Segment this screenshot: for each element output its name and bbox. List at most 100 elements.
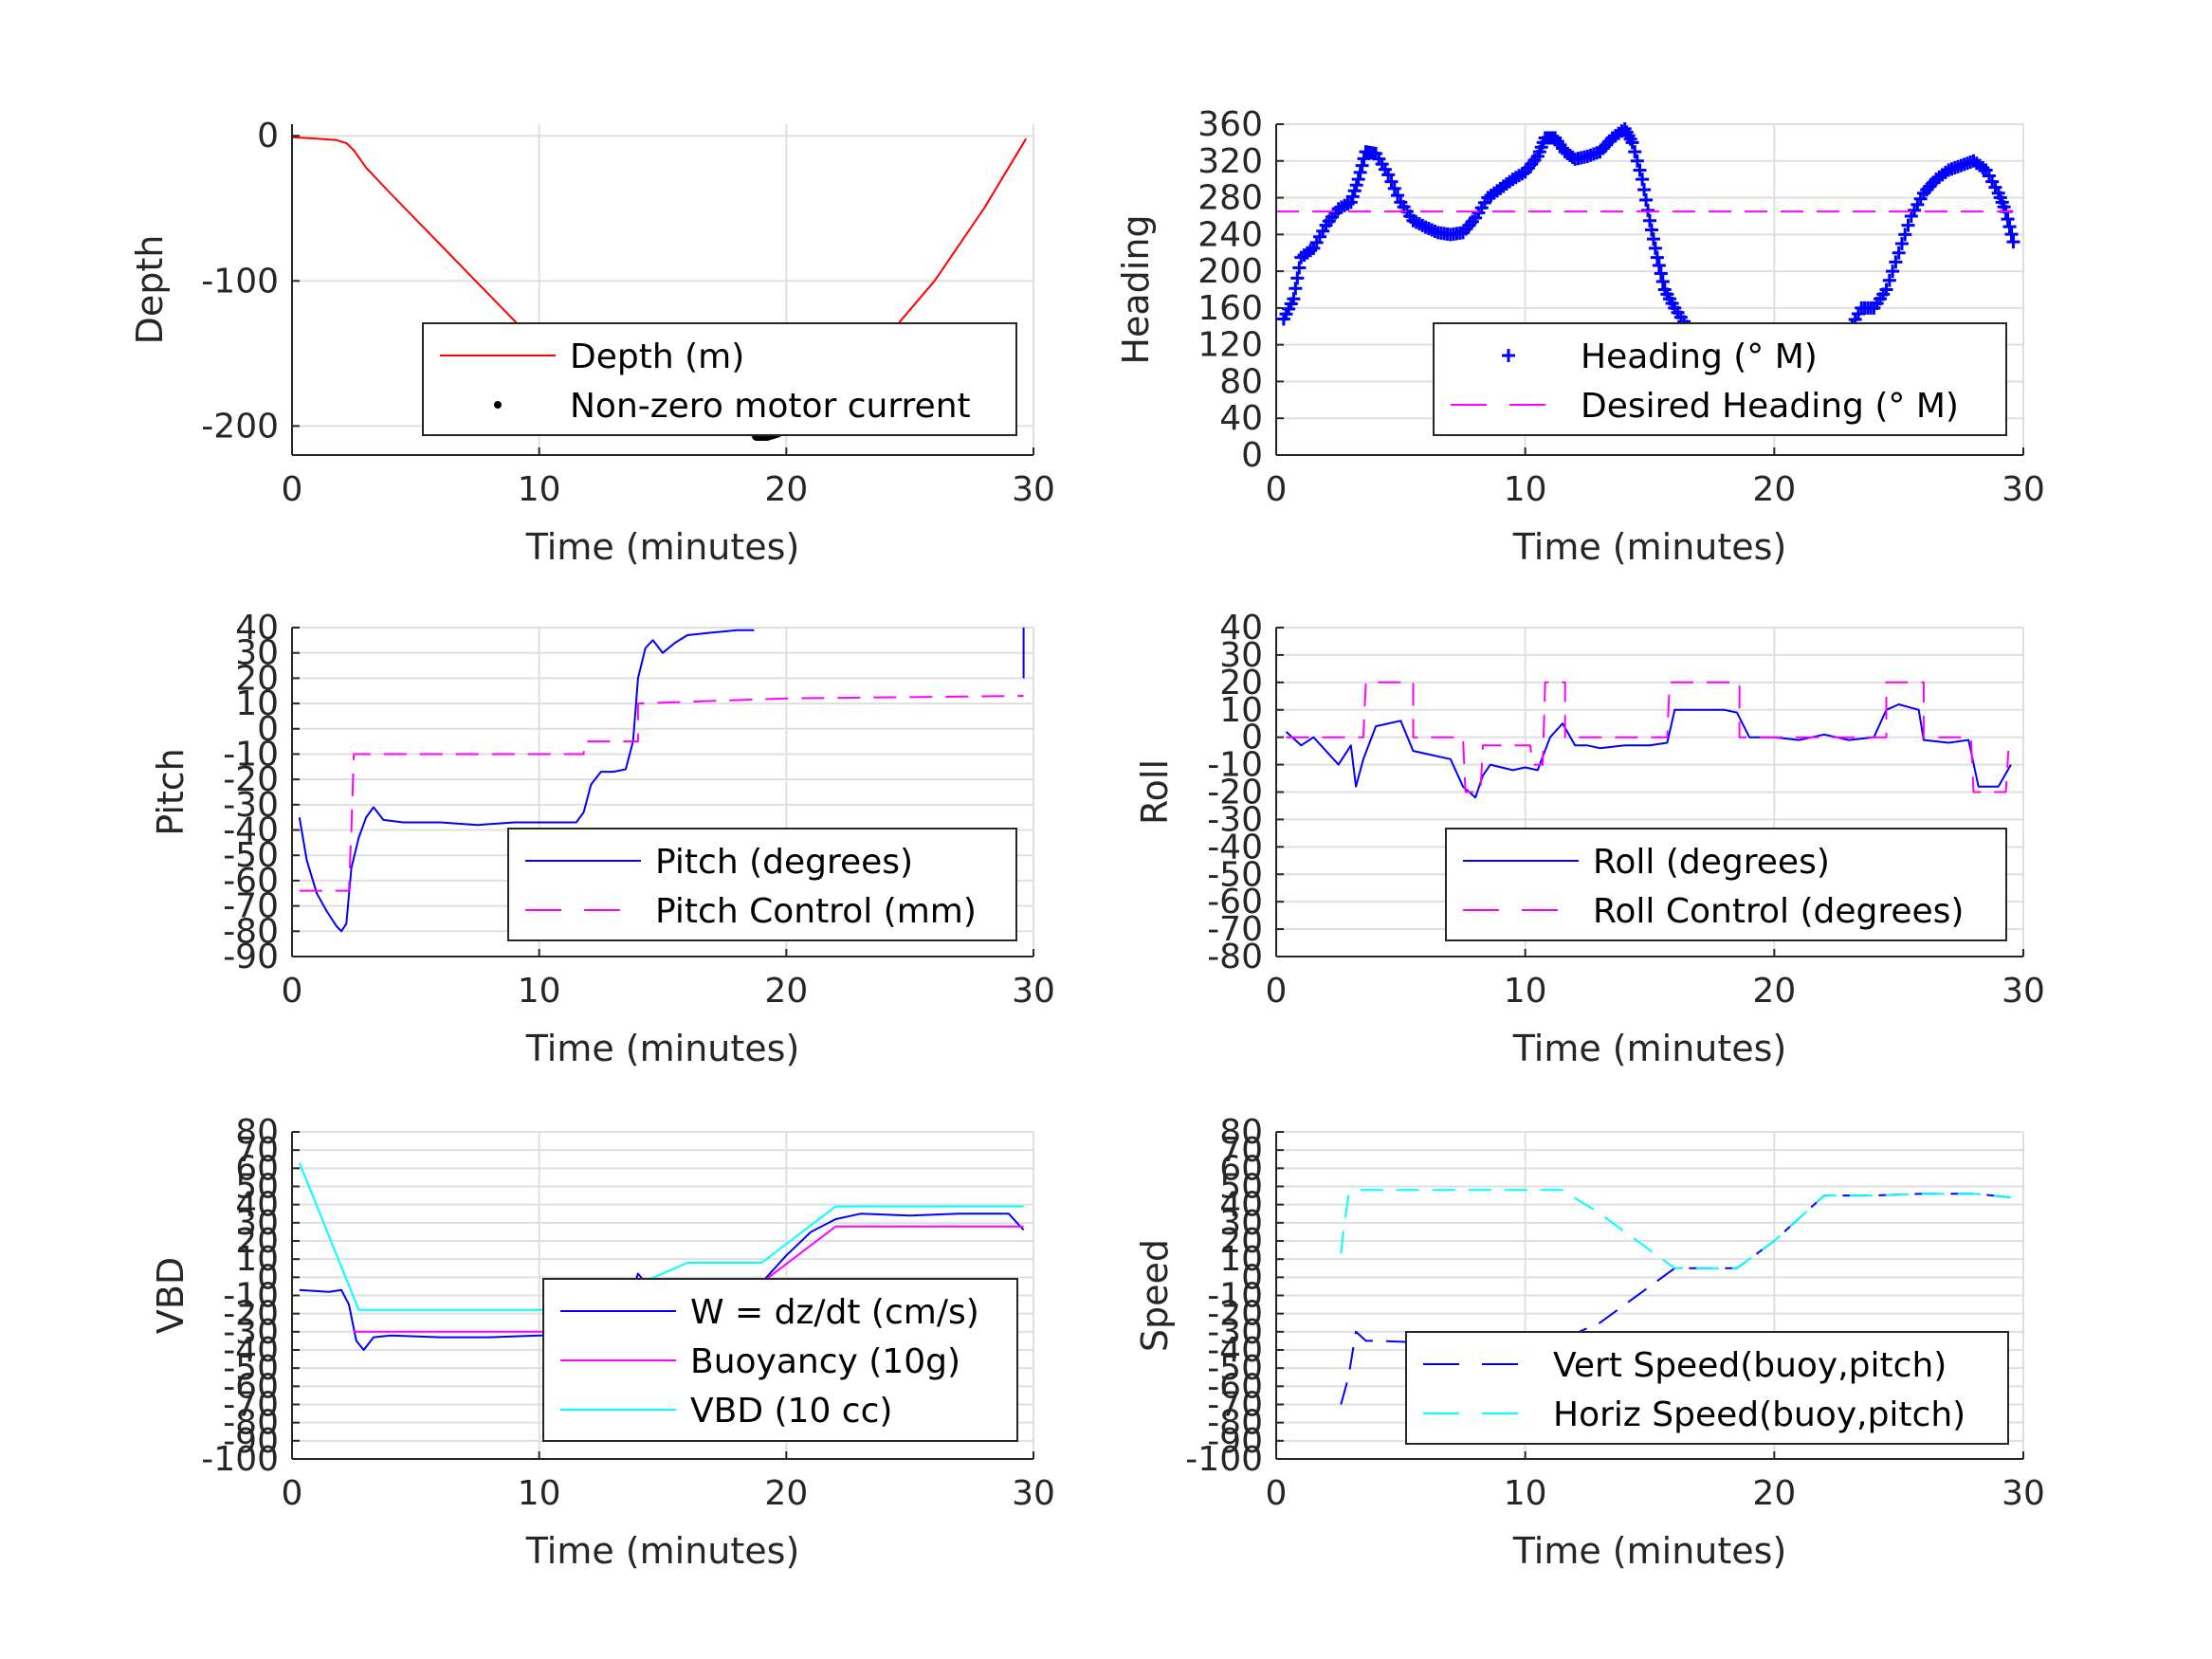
x-tick-label: 30 bbox=[1012, 470, 1055, 509]
data-point bbox=[1290, 271, 1305, 285]
x-tick-label: 0 bbox=[282, 470, 303, 509]
data-point bbox=[2002, 220, 2017, 234]
y-tick-label: -60 bbox=[223, 862, 279, 901]
y-tick-label: -50 bbox=[1207, 1349, 1263, 1388]
x-axis-label: Time (minutes) bbox=[525, 526, 800, 568]
data-point bbox=[1355, 158, 1369, 173]
data-point bbox=[1644, 223, 1658, 237]
y-tick-label: 50 bbox=[1219, 1168, 1263, 1207]
data-point bbox=[1646, 232, 1660, 246]
y-tick-label: -20 bbox=[223, 1295, 279, 1334]
y-axis-label: Roll bbox=[1134, 759, 1176, 825]
legend-label: Buoyancy (10g) bbox=[690, 1342, 960, 1381]
y-tick-label: 80 bbox=[1219, 362, 1263, 401]
chart-speed: 0 10 20 3080706050403020100-10-20-30-40-50-… bbox=[1134, 1113, 2045, 1572]
y-tick-label: 20 bbox=[235, 1222, 279, 1261]
data-point bbox=[1641, 203, 1655, 217]
legend-label: Roll (degrees) bbox=[1593, 843, 1830, 882]
y-tick-label: -70 bbox=[1207, 1386, 1263, 1425]
series-vbd-10-cc bbox=[298, 1162, 1024, 1311]
y-tick-label: -10 bbox=[223, 1277, 279, 1316]
legend-label: Depth (m) bbox=[570, 337, 744, 376]
x-tick-label: 0 bbox=[1266, 470, 1288, 509]
data-point bbox=[1882, 273, 1896, 287]
legend: W = dz/dt (cm/s) Buoyancy (10g) VBD (10 cc… bbox=[542, 1278, 1018, 1442]
data-point bbox=[1650, 250, 1664, 264]
series-group bbox=[298, 628, 1025, 933]
x-axis-label: Time (minutes) bbox=[525, 1530, 800, 1572]
y-tick-label: -90 bbox=[223, 938, 279, 976]
data-point bbox=[1636, 173, 1650, 187]
legend-item: Vert Speed(buoy,pitch) bbox=[1423, 1346, 1947, 1385]
legend-item: Pitch Control (mm) bbox=[525, 892, 977, 931]
y-tick-label: 320 bbox=[1197, 142, 1263, 181]
y-tick-label: -30 bbox=[1207, 800, 1263, 839]
x-tick-label: 20 bbox=[1752, 972, 1796, 1011]
y-tick-label: -70 bbox=[223, 1386, 279, 1425]
y-tick-label: -30 bbox=[223, 786, 279, 825]
y-tick-label: -80 bbox=[223, 1404, 279, 1443]
legend: Roll (degrees) Roll Control (degrees) bbox=[1445, 828, 2007, 941]
legend-box bbox=[422, 322, 1017, 436]
x-tick-label: 0 bbox=[1266, 1474, 1288, 1513]
data-point bbox=[1625, 136, 1639, 150]
y-tick-label: -20 bbox=[1207, 1295, 1263, 1334]
y-tick-label: 40 bbox=[235, 609, 279, 647]
data-point bbox=[1637, 183, 1652, 197]
chart-depth: 0 10 20 30 0 -100 -200 Time (minutes) Depth Depth… bbox=[129, 117, 1055, 568]
series-group bbox=[1340, 1189, 2011, 1405]
y-tick-label: 30 bbox=[1219, 1204, 1263, 1243]
y-tick-label: 10 bbox=[1219, 691, 1263, 730]
y-tick-label: 0 bbox=[1241, 1258, 1263, 1297]
y-tick-label: -40 bbox=[1207, 828, 1263, 866]
y-tick-label: -70 bbox=[1207, 910, 1263, 949]
data-point bbox=[1889, 255, 1903, 269]
data-point bbox=[2001, 212, 2015, 227]
x-tick-label: 0 bbox=[282, 1474, 303, 1513]
y-tick-label: 0 bbox=[257, 1258, 279, 1297]
data-point bbox=[1630, 154, 1644, 168]
x-tick-label: 0 bbox=[1266, 972, 1288, 1011]
y-tick-label: -20 bbox=[1207, 774, 1263, 812]
data-point bbox=[1353, 165, 1367, 179]
x-tick-label: 20 bbox=[764, 1474, 808, 1513]
x-tick-label: 0 bbox=[282, 972, 303, 1011]
series-roll-degrees bbox=[1285, 703, 2012, 799]
y-tick-label: 70 bbox=[1219, 1131, 1263, 1170]
x-tick-label: 20 bbox=[1752, 1474, 1796, 1513]
legend-item: Buoyancy (10g) bbox=[560, 1342, 960, 1381]
legend-item: Roll (degrees) bbox=[1463, 843, 1830, 882]
y-tick-label: -50 bbox=[223, 1349, 279, 1388]
y-tick-label: -20 bbox=[223, 760, 279, 799]
data-point bbox=[1289, 282, 1303, 296]
data-point bbox=[1633, 163, 1647, 177]
x-tick-label: 20 bbox=[1752, 470, 1796, 509]
y-tick-label: 40 bbox=[1219, 609, 1263, 647]
series-horiz-speed-buoy-pitch bbox=[1340, 1189, 2011, 1269]
data-point bbox=[1643, 213, 1656, 228]
legend-marker bbox=[494, 401, 502, 409]
y-tick-label: 60 bbox=[235, 1149, 279, 1188]
y-tick-label: 10 bbox=[235, 684, 279, 723]
data-point bbox=[1391, 189, 1405, 203]
chart-roll: 0 10 20 30403020100-10-20-30-40-50-60-70-80… bbox=[1134, 609, 2045, 1069]
data-point bbox=[1886, 264, 1900, 279]
y-tick-label: 40 bbox=[235, 1186, 279, 1225]
x-tick-label: 30 bbox=[1012, 1474, 1055, 1513]
y-tick-label: -70 bbox=[223, 887, 279, 926]
y-axis-label: Pitch bbox=[150, 748, 192, 836]
legend-box bbox=[1445, 828, 2007, 941]
data-point bbox=[1628, 145, 1642, 159]
legend-box bbox=[1405, 1331, 2009, 1445]
legend-label: Horiz Speed(buoy,pitch) bbox=[1553, 1395, 1965, 1434]
y-tick-label: -10 bbox=[1207, 1277, 1263, 1316]
legend-item: Horiz Speed(buoy,pitch) bbox=[1423, 1395, 1965, 1434]
y-tick-label: -40 bbox=[223, 1331, 279, 1370]
y-tick-label: -100 bbox=[1185, 1440, 1263, 1479]
legend-label: Pitch (degrees) bbox=[655, 843, 913, 882]
y-tick-label: 360 bbox=[1197, 105, 1263, 144]
legend-item: VBD (10 cc) bbox=[560, 1392, 892, 1431]
y-tick-label: 0 bbox=[257, 710, 279, 749]
y-tick-label: -30 bbox=[1207, 1313, 1263, 1352]
y-tick-label: 30 bbox=[235, 1204, 279, 1243]
